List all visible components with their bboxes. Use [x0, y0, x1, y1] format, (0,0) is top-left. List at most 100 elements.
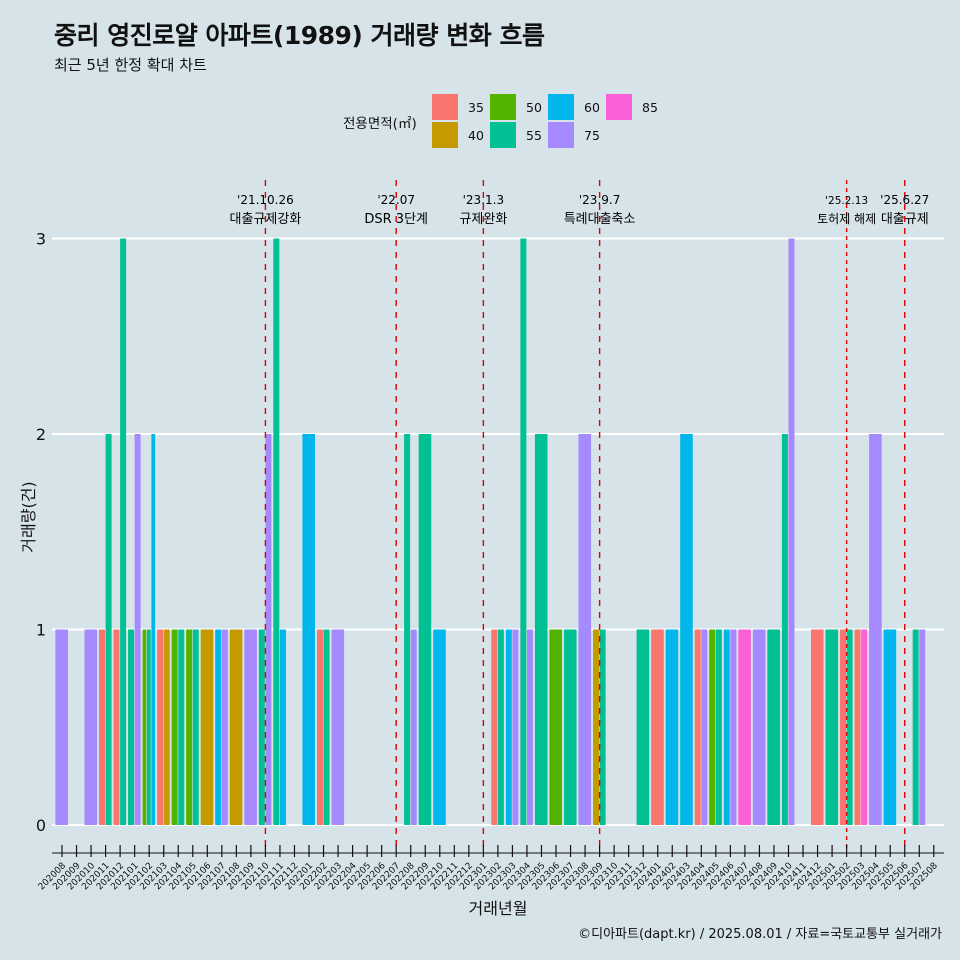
bar-202302-55 [497, 629, 504, 825]
bar-202308-75 [578, 434, 592, 825]
bar-202106-40 [200, 629, 214, 825]
bars [55, 238, 926, 825]
bar-202107-75 [221, 629, 228, 825]
y-tick-label: 3 [36, 230, 46, 249]
bar-202208-55 [404, 434, 411, 825]
bar-202504-75 [869, 434, 882, 825]
bar-202410-55 [781, 434, 788, 825]
legend-swatch-55 [490, 122, 516, 148]
bar-202103-40 [163, 629, 170, 825]
bar-202401-35 [651, 629, 664, 825]
bar-202101-75 [134, 434, 141, 825]
bar-202410-75 [788, 238, 795, 825]
legend-swatch-60 [548, 94, 574, 120]
bar-202412-35 [810, 629, 824, 825]
bar-202404-75 [701, 629, 708, 825]
event-date-202110: '21.10.26 [237, 193, 294, 207]
source-caption: ©디아파트(dapt.kr) / 2025.08.01 / 자료=국토교통부 실… [578, 927, 942, 942]
y-tick-label: 2 [36, 425, 46, 444]
bar-202404-35 [694, 629, 701, 825]
chart-subtitle: 최근 5년 한정 확대 차트 [54, 56, 207, 74]
bar-202305-55 [534, 434, 548, 825]
bar-202108-40 [229, 629, 243, 825]
bar-202501-55 [825, 629, 839, 825]
bar-202409-55 [767, 629, 780, 825]
event-label-202506: 대출규제 [881, 212, 929, 227]
bar-202104-50 [171, 629, 178, 825]
event-label-202301: 규제완화 [459, 212, 507, 227]
bar-202201-60 [302, 434, 316, 825]
legend-label-50: 50 [526, 100, 542, 115]
event-label-202309: 특례대출축소 [564, 212, 636, 227]
bar-202210-60 [433, 629, 446, 825]
legend-swatch-50 [490, 94, 516, 120]
bar-202309-55 [599, 629, 606, 825]
bar-202105-50 [186, 629, 193, 825]
bar-202010-75 [84, 629, 98, 825]
bar-202312-55 [636, 629, 650, 825]
event-label-202110: 대출규제강화 [230, 212, 302, 227]
legend-swatch-40 [432, 122, 458, 148]
bar-202407-85 [738, 629, 751, 825]
bar-202503-35 [854, 629, 861, 825]
bar-202405-50 [709, 629, 716, 825]
bar-202102-55 [146, 629, 151, 825]
bar-202505-60 [883, 629, 897, 825]
legend-label-60: 60 [584, 100, 600, 115]
bar-202202-35 [316, 629, 323, 825]
event-date-202309: '23.9.7 [579, 193, 620, 207]
legend-label-75: 75 [584, 128, 600, 143]
bar-202101-55 [128, 629, 135, 825]
chart-title: 중리 영진로얄 아파트(1989) 거래량 변화 흐름 [54, 21, 545, 50]
y-axis-title: 거래량(건) [19, 481, 38, 552]
bar-202303-60 [505, 629, 512, 825]
bar-202111-60 [279, 629, 286, 825]
legend: 전용면적(㎡) 35 40 50 55 60 75 85 [343, 94, 658, 148]
legend-label-40: 40 [468, 128, 484, 143]
bar-202110-55 [258, 629, 265, 825]
bar-202406-75 [730, 629, 737, 825]
bar-202507-55 [912, 629, 919, 825]
bar-202507-75 [919, 629, 926, 825]
event-label-202207: DSR 3단계 [364, 212, 428, 227]
bar-202203-75 [331, 629, 345, 825]
bar-202309-40 [593, 629, 600, 825]
bar-202012-35 [113, 629, 120, 825]
legend-swatch-75 [548, 122, 574, 148]
bar-202008-75 [55, 629, 68, 825]
event-date-202207: '22.07 [377, 193, 415, 207]
bar-202304-75 [526, 629, 533, 825]
bar-202011-35 [98, 629, 105, 825]
legend-title: 전용면적(㎡) [343, 116, 417, 132]
bar-202303-75 [512, 629, 519, 825]
event-date-202506: '25.6.27 [880, 193, 929, 207]
bar-202405-55 [715, 629, 722, 825]
bar-202103-35 [157, 629, 164, 825]
bar-202102-50 [142, 629, 147, 825]
bar-202110-75 [265, 434, 272, 825]
bar-202202-55 [323, 629, 330, 825]
bar-202105-55 [192, 629, 199, 825]
bar-202104-55 [178, 629, 185, 825]
event-date-202502: '25.2.13 [825, 195, 868, 207]
legend-swatch-35 [432, 94, 458, 120]
legend-label-35: 35 [468, 100, 484, 115]
bar-202208-75 [410, 629, 417, 825]
bar-202012-55 [120, 238, 127, 825]
bar-202502-35 [840, 629, 847, 825]
event-lines: '21.10.26 대출규제강화 '22.07 DSR 3단계 '23.1.3 규제완화 '… [230, 180, 929, 848]
event-date-202301: '23.1.3 [463, 193, 504, 207]
bar-202109-75 [244, 629, 257, 825]
event-label-202502: 토허제 해제 [817, 212, 876, 226]
y-tick-label: 1 [36, 621, 46, 640]
bar-202102-60 [151, 434, 156, 825]
bar-202111-55 [273, 238, 280, 825]
bar-202403-60 [680, 434, 693, 825]
legend-label-55: 55 [526, 128, 542, 143]
bar-202307-55 [563, 629, 577, 825]
x-axis-title: 거래년월 [469, 899, 528, 918]
bar-202502-55 [846, 629, 853, 825]
bar-202306-50 [549, 629, 563, 825]
bar-202503-85 [861, 629, 868, 825]
